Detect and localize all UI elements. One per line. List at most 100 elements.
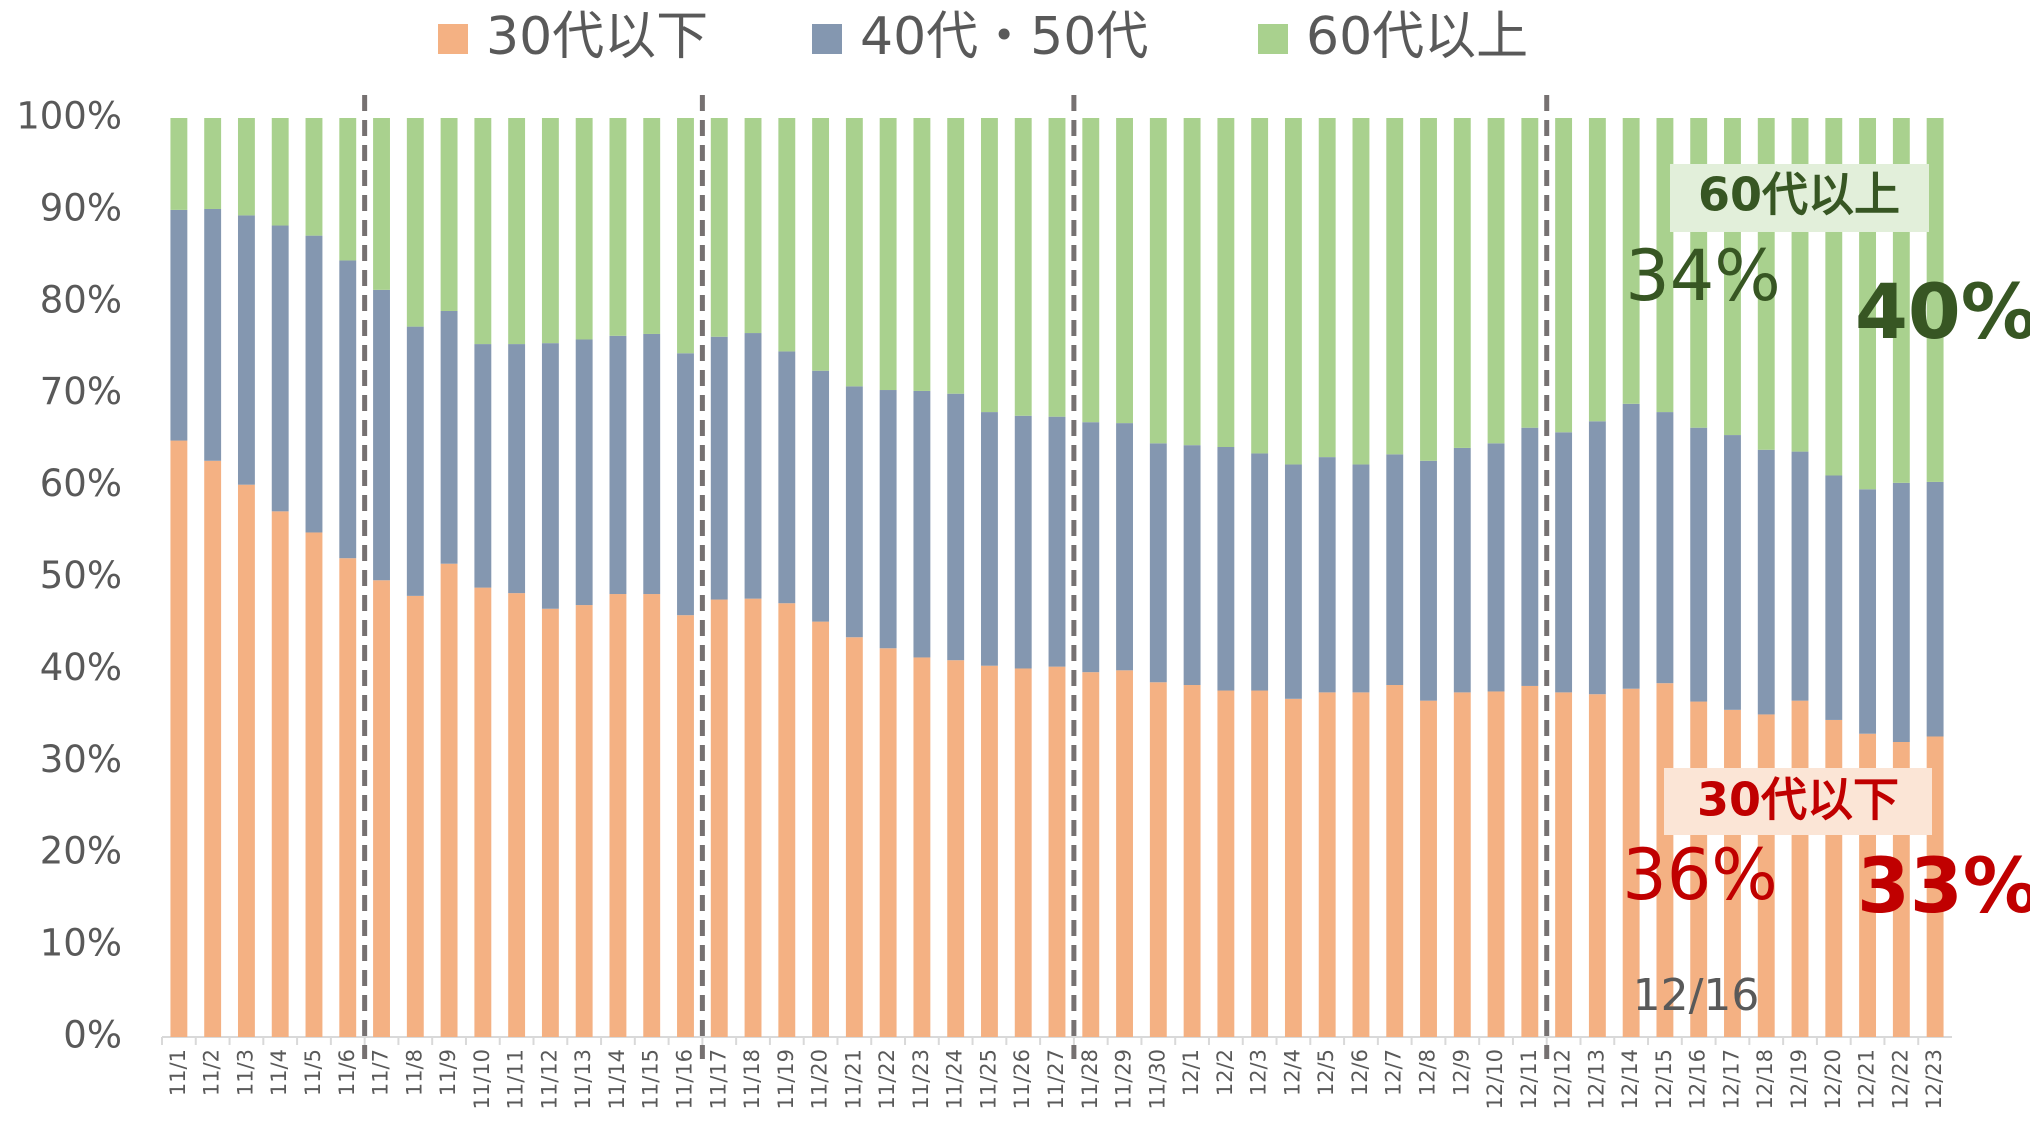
bar-segment xyxy=(1791,700,1809,1037)
bar-segment xyxy=(812,118,830,371)
bar-segment xyxy=(710,599,728,1037)
annotation: 60代以上 xyxy=(1698,168,1900,222)
bar-segment xyxy=(1149,443,1167,683)
x-tick-label: 11/2 xyxy=(200,1049,224,1096)
bar-segment xyxy=(845,118,863,387)
y-tick-label: 80% xyxy=(40,278,122,321)
x-tick-label: 11/3 xyxy=(233,1049,257,1096)
bar-segment xyxy=(1757,449,1775,715)
bar-segment xyxy=(778,603,796,1037)
x-tick-label: 11/24 xyxy=(943,1049,967,1110)
x-tick-label: 11/30 xyxy=(1145,1049,1169,1110)
bar-segment xyxy=(1352,464,1370,693)
bar-segment xyxy=(677,353,694,616)
bar-segment xyxy=(170,440,188,1038)
bar-segment xyxy=(609,335,627,595)
bar-segment xyxy=(474,587,492,1037)
bar-segment xyxy=(305,532,323,1037)
x-tick-label: 11/18 xyxy=(740,1049,764,1110)
bar-segment xyxy=(373,289,390,581)
y-tick-label: 70% xyxy=(40,370,122,413)
bar-segment xyxy=(1183,685,1201,1037)
bar-segment xyxy=(947,118,965,394)
x-tick-label: 11/7 xyxy=(369,1049,393,1096)
bar-segment xyxy=(1420,118,1437,461)
bar-segment xyxy=(1318,118,1336,458)
x-tick-label: 11/12 xyxy=(537,1049,561,1110)
legend-swatch xyxy=(812,24,842,54)
bar-segment xyxy=(204,118,222,209)
legend-swatch xyxy=(1258,24,1288,54)
x-tick-label: 11/13 xyxy=(571,1049,595,1110)
bar-segment xyxy=(170,118,188,210)
x-tick-label: 12/23 xyxy=(1922,1049,1946,1110)
bar-segment xyxy=(981,412,998,666)
bar-segment xyxy=(1555,118,1573,433)
y-tick-label: 100% xyxy=(16,95,122,138)
bar-segment xyxy=(643,118,661,334)
y-tick-label: 90% xyxy=(40,186,122,229)
bar-segment xyxy=(373,118,390,290)
bar-segment xyxy=(508,344,526,594)
bar-segment xyxy=(845,637,863,1037)
bar-segment xyxy=(1014,415,1032,669)
bar-segment xyxy=(1082,118,1100,423)
x-tick-label: 11/28 xyxy=(1078,1049,1102,1110)
x-tick-label: 12/16 xyxy=(1686,1049,1710,1110)
bar-segment xyxy=(541,118,559,344)
bar-segment xyxy=(1386,454,1404,686)
bar-segment xyxy=(1352,118,1370,465)
bar-segment xyxy=(541,608,559,1037)
bar-segment xyxy=(981,118,998,413)
bar-segment xyxy=(1420,700,1437,1037)
x-tick-label: 12/17 xyxy=(1719,1049,1743,1110)
bar-segment xyxy=(339,558,357,1037)
bar-segment xyxy=(237,118,255,216)
bar-segment xyxy=(1622,403,1640,689)
bar-segment xyxy=(879,648,897,1037)
x-tick-label: 11/23 xyxy=(909,1049,933,1110)
bar-segment xyxy=(1284,118,1302,465)
x-tick-label: 12/6 xyxy=(1348,1049,1372,1096)
bar-segment xyxy=(981,665,998,1037)
bar-segment xyxy=(305,118,323,236)
x-tick-label: 12/14 xyxy=(1618,1049,1642,1110)
annotation: 36% xyxy=(1622,834,1778,916)
bar-segment xyxy=(1588,694,1606,1037)
x-tick-label: 11/1 xyxy=(166,1049,190,1096)
bar-segment xyxy=(1690,427,1708,702)
bar-segment xyxy=(1352,692,1370,1037)
x-tick-label: 11/26 xyxy=(1010,1049,1034,1110)
x-tick-label: 11/14 xyxy=(605,1049,629,1110)
x-tick-label: 12/5 xyxy=(1314,1049,1338,1096)
x-tick-label: 12/20 xyxy=(1821,1049,1845,1110)
bar-segment xyxy=(1284,698,1302,1037)
bar-segment xyxy=(474,118,492,345)
annotation: 12/16 xyxy=(1633,970,1760,1021)
bar-segment xyxy=(1149,682,1167,1037)
bar-segment xyxy=(845,386,863,638)
bar-segment xyxy=(1521,685,1539,1037)
bar-segment xyxy=(913,118,931,391)
bar-segment xyxy=(1048,416,1066,667)
x-tick-label: 12/18 xyxy=(1753,1049,1777,1110)
bar-segment xyxy=(744,118,762,334)
plot xyxy=(161,95,1952,1059)
bar-segment xyxy=(744,333,762,599)
bar-segment xyxy=(1149,118,1167,444)
bar-segment xyxy=(1183,445,1201,686)
bar-segment xyxy=(1555,432,1573,693)
bar-segment xyxy=(1825,719,1843,1037)
bar-segment xyxy=(677,118,694,354)
bar-segment xyxy=(913,390,931,658)
bar-segment xyxy=(1487,443,1505,692)
bar-segment xyxy=(1251,690,1269,1037)
bar-segment xyxy=(710,118,728,337)
bar-segment xyxy=(237,484,255,1037)
bar-segment xyxy=(778,118,796,352)
bar-segment xyxy=(812,370,830,622)
bar-segment xyxy=(1251,118,1269,454)
bar-segment xyxy=(643,594,661,1037)
x-tick-label: 12/13 xyxy=(1584,1049,1608,1110)
bar-segment xyxy=(1386,118,1404,455)
